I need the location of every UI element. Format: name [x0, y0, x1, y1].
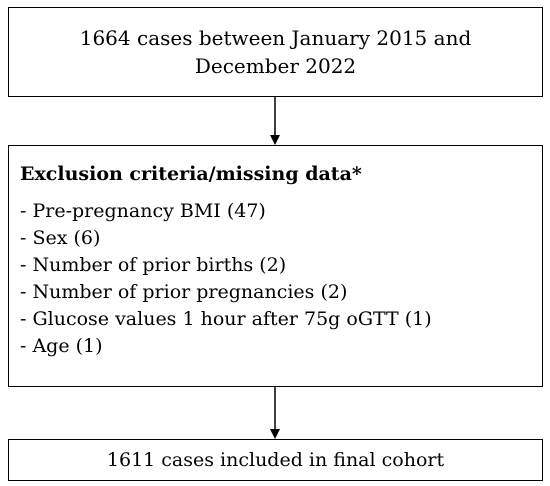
exclusion-criteria-box: Exclusion criteria/missing data* - Pre-p…: [8, 145, 543, 387]
exclusion-item-prior-births: - Number of prior births (2): [20, 254, 287, 276]
final-cohort-box: 1611 cases included in final cohort: [8, 439, 543, 481]
exclusion-item-age: - Age (1): [20, 335, 103, 357]
exclusion-item-bmi: - Pre-pregnancy BMI (47): [20, 200, 266, 222]
initial-cases-box: 1664 cases between January 2015 and Dece…: [8, 7, 543, 97]
initial-cases-text: 1664 cases between January 2015 and Dece…: [79, 26, 472, 78]
exclusion-item-prior-pregnancies: - Number of prior pregnancies (2): [20, 281, 348, 303]
exclusion-item-sex: - Sex (6): [20, 227, 101, 249]
final-cohort-text: 1611 cases included in final cohort: [106, 449, 445, 471]
exclusion-item-glucose: - Glucose values 1 hour after 75g oGTT (…: [20, 308, 432, 330]
exclusion-criteria-heading: Exclusion criteria/missing data*: [20, 163, 362, 185]
